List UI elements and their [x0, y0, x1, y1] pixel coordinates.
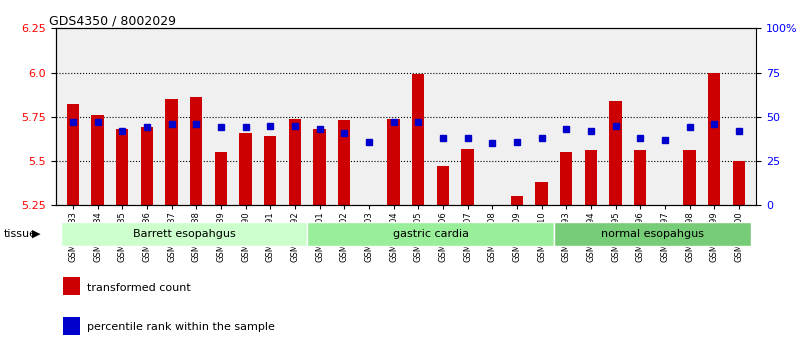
Bar — [585, 150, 597, 205]
Text: Barrett esopahgus: Barrett esopahgus — [133, 229, 236, 239]
Text: tissue: tissue — [4, 229, 37, 239]
Bar — [708, 73, 720, 205]
Text: normal esopahgus: normal esopahgus — [601, 229, 704, 239]
FancyBboxPatch shape — [307, 222, 554, 246]
Bar — [412, 74, 424, 205]
Bar — [240, 133, 252, 205]
Bar — [63, 277, 80, 295]
Bar — [560, 152, 572, 205]
Bar — [141, 127, 153, 205]
Text: transformed count: transformed count — [88, 282, 191, 293]
Text: ▶: ▶ — [32, 229, 41, 239]
Bar — [92, 115, 103, 205]
Bar — [264, 136, 276, 205]
FancyBboxPatch shape — [60, 222, 307, 246]
FancyBboxPatch shape — [554, 222, 751, 246]
Text: GDS4350 / 8002029: GDS4350 / 8002029 — [49, 14, 176, 27]
Text: gastric cardia: gastric cardia — [392, 229, 469, 239]
Bar — [289, 119, 301, 205]
Text: percentile rank within the sample: percentile rank within the sample — [88, 322, 275, 332]
Bar — [314, 129, 326, 205]
Bar — [63, 317, 80, 335]
Bar — [462, 149, 474, 205]
Bar — [388, 119, 400, 205]
Bar — [536, 182, 548, 205]
Bar — [338, 120, 350, 205]
Bar — [190, 97, 202, 205]
Bar — [116, 129, 128, 205]
Bar — [166, 99, 178, 205]
Bar — [215, 152, 227, 205]
Bar — [634, 150, 646, 205]
Bar — [437, 166, 449, 205]
Bar — [511, 196, 523, 205]
Bar — [684, 150, 696, 205]
Bar — [610, 101, 622, 205]
Bar — [733, 161, 745, 205]
Bar — [67, 104, 79, 205]
